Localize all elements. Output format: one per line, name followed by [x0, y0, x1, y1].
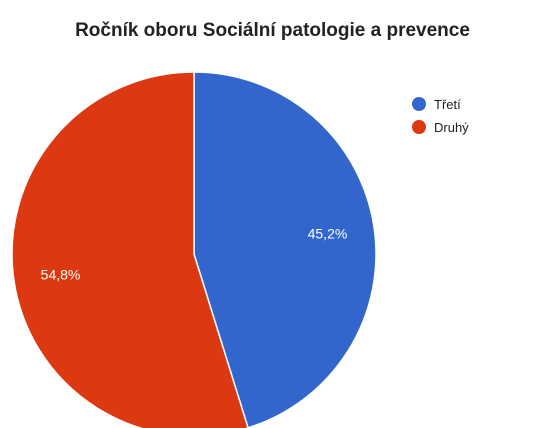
chart-title: Ročník oboru Sociální patologie a preven… — [75, 20, 470, 41]
legend-swatch-treti — [412, 97, 426, 111]
legend-label-treti: Třetí — [434, 96, 461, 112]
pie-slice-0[interactable] — [193, 71, 377, 428]
slice-label-1: 54,8% — [41, 266, 81, 282]
legend: Třetí Druhý — [412, 96, 469, 142]
legend-swatch-druhy — [412, 120, 426, 134]
pie-slice-1[interactable] — [11, 71, 249, 428]
legend-item-treti[interactable]: Třetí — [412, 96, 469, 112]
legend-item-druhy[interactable]: Druhý — [412, 119, 469, 135]
legend-label-druhy: Druhý — [434, 119, 469, 135]
slice-label-0: 45,2% — [308, 226, 348, 242]
